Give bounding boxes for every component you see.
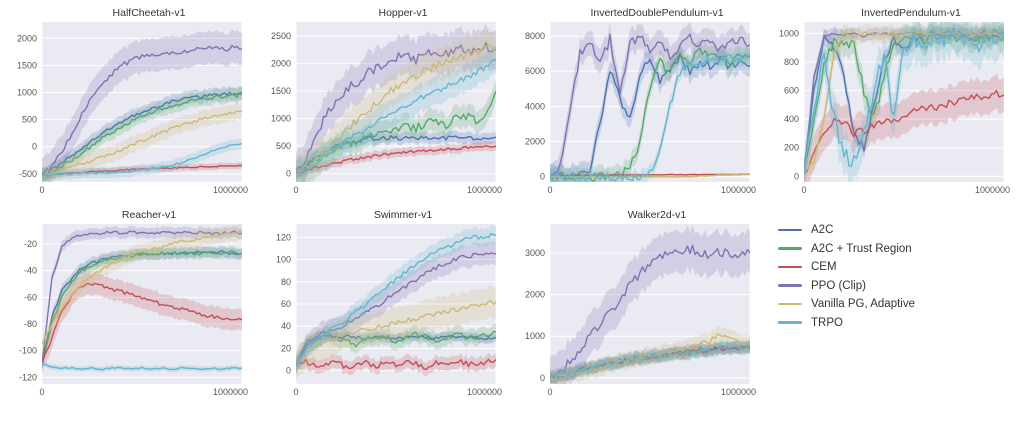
svg-text:1000000: 1000000 xyxy=(721,185,756,195)
plot-title-walker2d: Walker2d-v1 xyxy=(627,209,687,221)
plot-title-swimmer: Swimmer-v1 xyxy=(373,209,433,221)
legend-label-vanilla-pg-adaptive: Vanilla PG, Adaptive xyxy=(811,298,915,310)
svg-text:-80: -80 xyxy=(24,319,37,329)
subplot-walker2d: Walker2d-v1 0 1000 2000 3000 0 1000000 xyxy=(510,208,764,400)
legend-item-ppo-clip: PPO (Clip) xyxy=(778,280,1018,292)
svg-text:100: 100 xyxy=(276,255,291,265)
svg-text:2000: 2000 xyxy=(525,290,545,300)
svg-text:40: 40 xyxy=(281,321,291,331)
svg-text:80: 80 xyxy=(281,277,291,287)
legend-label-a2c-trust-region: A2C + Trust Region xyxy=(811,242,912,255)
subplot-inverteddoublependulum: InvertedDoublePendulum-v1 0 2000 4000 6000 8… xyxy=(510,6,764,198)
legend-item-a2c: A2C xyxy=(778,224,1018,236)
svg-text:500: 500 xyxy=(276,141,291,151)
svg-text:-120: -120 xyxy=(19,372,37,382)
svg-text:-500: -500 xyxy=(19,169,37,179)
svg-text:1000: 1000 xyxy=(779,28,799,38)
legend-label-ppo-clip: PPO (Clip) xyxy=(811,279,866,292)
svg-text:1000000: 1000000 xyxy=(213,185,248,195)
svg-text:800: 800 xyxy=(784,57,799,67)
svg-text:0: 0 xyxy=(286,169,291,179)
plot-title-halfcheetah: HalfCheetah-v1 xyxy=(112,7,186,19)
svg-text:2000: 2000 xyxy=(525,137,545,147)
plot-area-reacher: -120 -100 -80 -60 -40 -20 0 1000000 xyxy=(19,224,248,397)
svg-text:3000: 3000 xyxy=(525,248,545,258)
svg-text:4000: 4000 xyxy=(525,101,545,111)
legend-swatch-a2c xyxy=(778,228,802,232)
subplot-row-bottom: Reacher-v1 -120 -100 -80 -60 -40 -20 0 1000000 … xyxy=(2,208,1024,400)
legend-swatch-cem xyxy=(778,265,802,269)
svg-text:-20: -20 xyxy=(24,239,37,249)
svg-text:1000000: 1000000 xyxy=(213,387,248,397)
plot-area-inverteddoublependulum: 0 2000 4000 6000 8000 0 1000000 xyxy=(525,22,756,195)
plot-area-walker2d: 0 1000 2000 3000 0 1000000 xyxy=(525,224,756,397)
plot-title-inverteddoublependulum: InvertedDoublePendulum-v1 xyxy=(590,7,724,19)
plot-area-swimmer: 0 20 40 60 80 100 120 0 1000000 xyxy=(276,224,502,397)
svg-text:200: 200 xyxy=(784,143,799,153)
svg-text:0: 0 xyxy=(547,185,552,195)
svg-text:0: 0 xyxy=(293,387,298,397)
legend-swatch-a2c-trust-region xyxy=(778,247,802,250)
svg-text:60: 60 xyxy=(281,299,291,309)
svg-text:-60: -60 xyxy=(24,292,37,302)
legend-item-a2c-trust-region: A2C + Trust Region xyxy=(778,243,1018,255)
subplot-reacher: Reacher-v1 -120 -100 -80 -60 -40 -20 0 1000000 xyxy=(2,208,256,400)
svg-text:1500: 1500 xyxy=(17,60,37,70)
subplot-hopper: Hopper-v1 0 500 1000 1500 2000 2500 0 1000000 xyxy=(256,6,510,198)
subplot-invertedpendulum: InvertedPendulum-v1 0 200 400 600 800 1000 0 10… xyxy=(764,6,1018,198)
svg-text:0: 0 xyxy=(39,185,44,195)
svg-text:1000000: 1000000 xyxy=(467,387,502,397)
svg-text:6000: 6000 xyxy=(525,66,545,76)
svg-text:0: 0 xyxy=(794,171,799,181)
svg-text:120: 120 xyxy=(276,232,291,242)
svg-text:0: 0 xyxy=(540,172,545,182)
svg-text:1000: 1000 xyxy=(525,331,545,341)
legend-label-trpo: TRPO xyxy=(811,316,843,329)
svg-text:1000: 1000 xyxy=(17,88,37,98)
legend-item-vanilla-pg-adaptive: Vanilla PG, Adaptive xyxy=(778,298,1018,310)
legend-swatch-ppo-clip xyxy=(778,284,802,287)
legend-swatch-trpo xyxy=(778,321,802,324)
svg-text:2000: 2000 xyxy=(17,33,37,43)
svg-text:600: 600 xyxy=(784,86,799,96)
svg-text:1000000: 1000000 xyxy=(467,185,502,195)
svg-text:500: 500 xyxy=(22,115,37,125)
svg-text:1000000: 1000000 xyxy=(975,185,1010,195)
svg-text:-100: -100 xyxy=(19,346,37,356)
plot-area-hopper: 0 500 1000 1500 2000 2500 0 1000000 xyxy=(271,22,502,195)
plot-area-invertedpendulum: 0 200 400 600 800 1000 0 1000000 xyxy=(779,22,1010,195)
svg-text:0: 0 xyxy=(540,373,545,383)
legend-item-cem: CEM xyxy=(778,261,1018,273)
svg-text:8000: 8000 xyxy=(525,31,545,41)
svg-text:2500: 2500 xyxy=(271,31,291,41)
svg-text:0: 0 xyxy=(801,185,806,195)
svg-text:0: 0 xyxy=(39,387,44,397)
legend-label-cem: CEM xyxy=(811,261,837,273)
subplot-row-top: HalfCheetah-v1 -500 0 500 1000 1500 2000 0 1000… xyxy=(2,6,1024,198)
plot-title-reacher: Reacher-v1 xyxy=(121,209,177,221)
legend: A2C A2C + Trust Region CEM PPO (Clip) Va… xyxy=(764,208,1018,400)
svg-text:1500: 1500 xyxy=(271,86,291,96)
subplot-halfcheetah: HalfCheetah-v1 -500 0 500 1000 1500 2000 0 1000… xyxy=(2,6,256,198)
svg-text:400: 400 xyxy=(784,114,799,124)
svg-text:2000: 2000 xyxy=(271,58,291,68)
plot-title-invertedpendulum: InvertedPendulum-v1 xyxy=(861,7,961,19)
svg-text:20: 20 xyxy=(281,343,291,353)
legend-item-trpo: TRPO xyxy=(778,317,1018,329)
subplot-swimmer: Swimmer-v1 0 20 40 60 80 100 120 0 1000000 xyxy=(256,208,510,400)
legend-label-a2c: A2C xyxy=(811,224,834,236)
svg-text:0: 0 xyxy=(32,142,37,152)
svg-text:1000: 1000 xyxy=(271,114,291,124)
plot-title-hopper: Hopper-v1 xyxy=(378,7,428,19)
svg-text:-40: -40 xyxy=(24,266,37,276)
svg-text:0: 0 xyxy=(293,185,298,195)
svg-text:0: 0 xyxy=(286,366,291,376)
legend-swatch-vanilla-pg-adaptive xyxy=(778,302,802,306)
svg-text:1000000: 1000000 xyxy=(721,387,756,397)
svg-text:0: 0 xyxy=(547,387,552,397)
